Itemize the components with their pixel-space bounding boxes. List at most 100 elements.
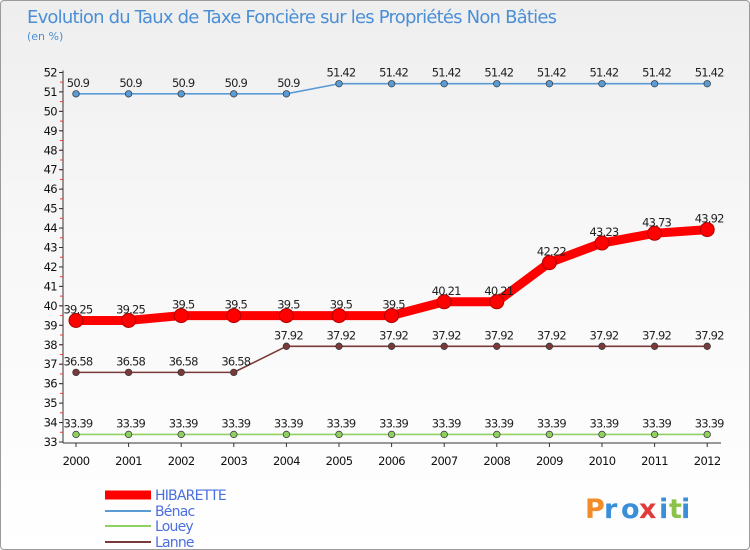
x-tick-label: 2002	[168, 454, 195, 468]
data-point	[72, 368, 80, 377]
data-point	[121, 312, 137, 328]
data-point	[226, 308, 242, 324]
data-label: 37.92	[327, 328, 356, 342]
y-tick-label: 48	[44, 143, 58, 157]
data-label: 51.42	[327, 66, 356, 80]
data-label: 37.92	[642, 328, 671, 342]
data-point	[387, 430, 396, 439]
data-point	[541, 255, 557, 271]
data-label: 33.39	[274, 416, 303, 430]
data-point	[598, 80, 606, 88]
data-point	[177, 368, 185, 377]
data-point	[278, 308, 294, 324]
data-label: 51.42	[537, 66, 566, 80]
data-label: 39.5	[330, 298, 353, 312]
data-label: 50.9	[225, 76, 248, 90]
logo-letter: r	[604, 494, 618, 525]
y-tick-label: 50	[44, 104, 58, 118]
data-label: 33.39	[537, 416, 566, 430]
logo-letter: P	[585, 494, 606, 525]
data-point	[594, 235, 610, 251]
y-tick-label: 45	[44, 202, 58, 216]
y-tick-label: 35	[44, 396, 58, 410]
data-label: 33.39	[590, 416, 619, 430]
data-label: 50.9	[119, 76, 142, 90]
data-label: 33.39	[327, 416, 356, 430]
data-point	[545, 430, 554, 439]
legend-label-lanne: Lanne	[155, 535, 194, 549]
data-point	[387, 80, 396, 88]
data-point	[545, 80, 554, 88]
data-label: 50.9	[67, 76, 90, 90]
data-point	[489, 294, 505, 310]
y-tick-label: 40	[44, 299, 58, 313]
x-tick-label: 2011	[641, 454, 668, 468]
data-label: 33.39	[379, 416, 408, 430]
y-tick-label: 52	[44, 65, 58, 79]
y-tick-label: 41	[44, 279, 58, 293]
y-tick-label: 46	[44, 182, 58, 196]
data-point	[703, 342, 711, 350]
data-point	[173, 308, 189, 324]
data-label: 40.21	[484, 284, 513, 298]
x-tick-label: 2003	[220, 454, 247, 468]
y-tick-label: 36	[44, 377, 58, 391]
legend-label-louey: Louey	[155, 519, 193, 535]
data-label: 51.42	[432, 66, 461, 80]
x-tick-label: 2007	[431, 454, 458, 468]
data-label: 37.92	[379, 328, 408, 342]
x-tick-label: 2012	[694, 454, 721, 468]
data-label: 37.92	[484, 328, 513, 342]
data-point	[282, 430, 291, 439]
data-label: 50.9	[277, 76, 300, 90]
data-point	[331, 308, 347, 324]
data-label: 51.42	[590, 66, 619, 80]
data-point	[598, 430, 606, 439]
data-point	[230, 430, 238, 439]
data-point	[177, 90, 185, 98]
data-label: 39.5	[172, 298, 195, 312]
data-label: 40.21	[432, 284, 461, 298]
x-tick-label: 2009	[536, 454, 563, 468]
data-point	[493, 80, 501, 88]
data-point	[440, 342, 448, 350]
data-label: 43.23	[590, 225, 619, 239]
logo-letter: x	[639, 494, 657, 525]
data-point	[335, 80, 343, 88]
data-label: 33.39	[642, 416, 671, 430]
logo-letter: t	[669, 494, 683, 525]
logo-letter: i	[681, 494, 691, 525]
data-label: 37.92	[695, 328, 724, 342]
data-label: 37.92	[432, 328, 461, 342]
data-label: 43.73	[642, 215, 671, 229]
data-label: 33.39	[695, 416, 724, 430]
y-tick-label: 47	[44, 163, 58, 177]
data-point	[650, 80, 659, 88]
data-label: 36.58	[221, 354, 250, 368]
data-point	[545, 342, 554, 350]
data-label: 33.39	[432, 416, 461, 430]
data-label: 39.5	[382, 298, 405, 312]
data-label: 42.22	[537, 245, 566, 259]
logo-letter: i	[659, 494, 669, 525]
y-tick-label: 44	[44, 221, 58, 235]
data-point	[598, 342, 606, 350]
data-point	[384, 308, 400, 324]
data-label: 50.9	[172, 76, 195, 90]
data-label: 37.92	[274, 328, 303, 342]
y-tick-label: 37	[44, 357, 58, 371]
data-point	[493, 430, 501, 439]
data-label: 33.39	[116, 416, 145, 430]
data-point	[440, 430, 448, 439]
data-point	[230, 90, 238, 98]
y-unit-label: (en %)	[27, 30, 63, 43]
logo-letter: o	[621, 494, 641, 525]
data-label: 37.92	[590, 328, 619, 342]
data-point	[124, 90, 133, 98]
data-label: 51.42	[695, 66, 724, 80]
data-label: 39.25	[116, 302, 145, 316]
y-tick-label: 43	[44, 241, 58, 255]
